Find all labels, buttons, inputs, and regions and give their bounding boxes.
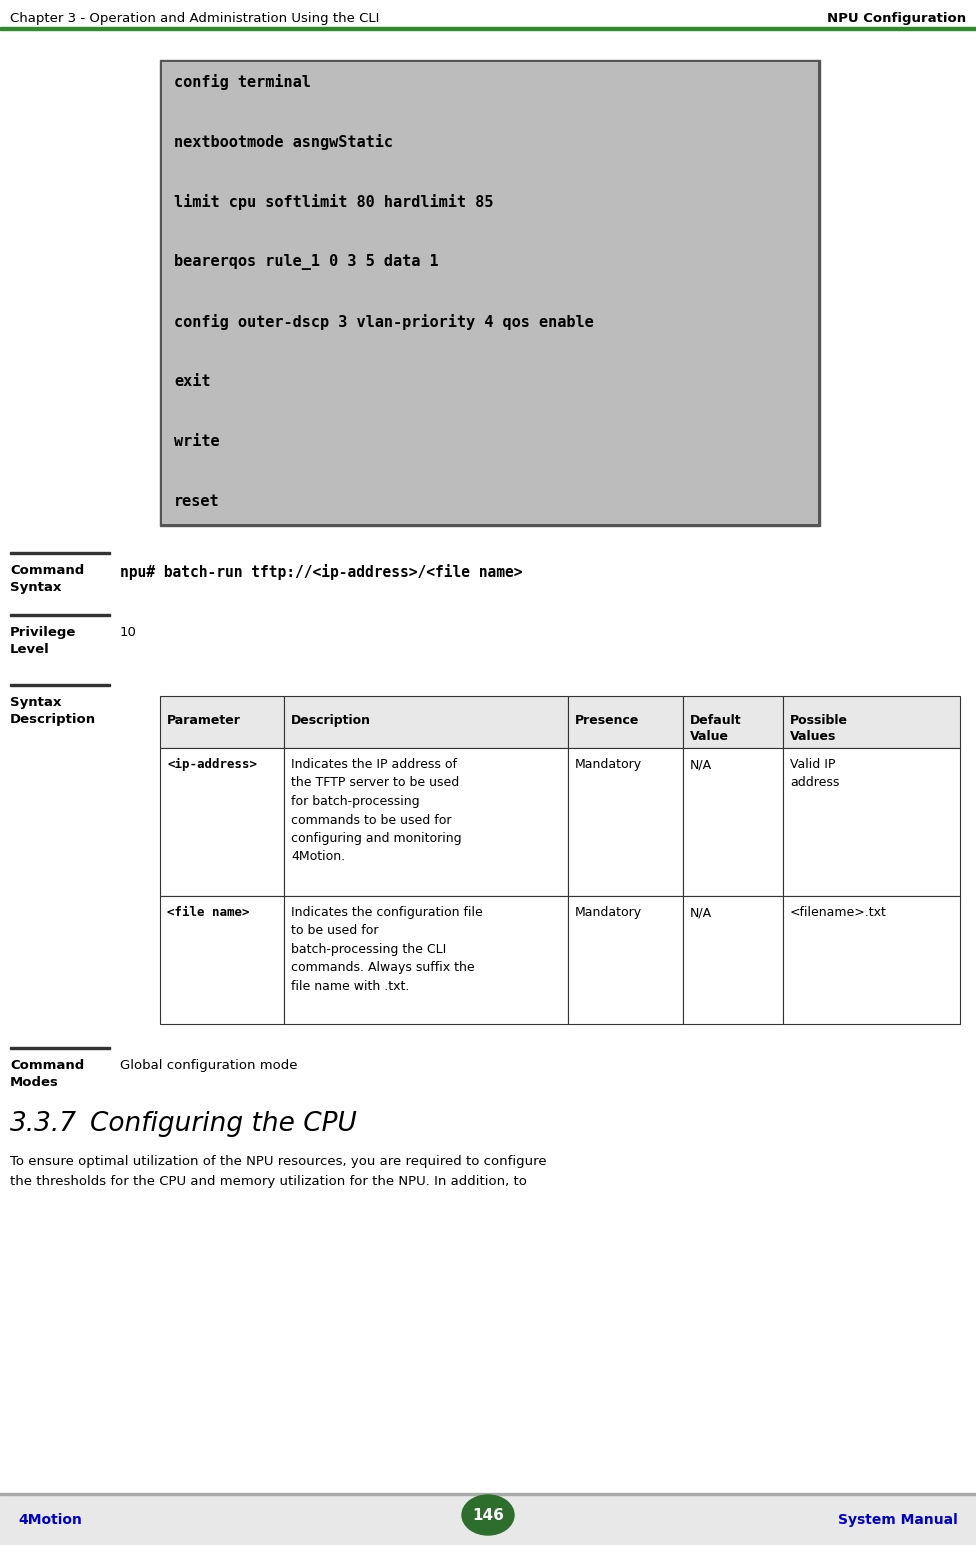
Bar: [783, 748, 960, 896]
Text: Syntax
Description: Syntax Description: [10, 695, 96, 726]
Text: Parameter: Parameter: [167, 714, 241, 728]
Bar: [683, 896, 783, 1024]
Text: limit cpu softlimit 80 hardlimit 85: limit cpu softlimit 80 hardlimit 85: [174, 195, 494, 210]
Text: Command
Syntax: Command Syntax: [10, 564, 84, 593]
Text: write: write: [174, 434, 220, 450]
Bar: [0, 1496, 976, 1545]
Bar: [783, 896, 960, 1024]
Bar: [284, 748, 568, 896]
Text: Global configuration mode: Global configuration mode: [120, 1058, 298, 1072]
Text: NPU Configuration: NPU Configuration: [827, 12, 966, 25]
Text: <ip-address>: <ip-address>: [167, 759, 257, 771]
Text: Configuring the CPU: Configuring the CPU: [90, 1111, 357, 1137]
Text: nextbootmode asngwStatic: nextbootmode asngwStatic: [174, 134, 393, 150]
Bar: [10, 613, 110, 616]
Text: To ensure optimal utilization of the NPU resources, you are required to configur: To ensure optimal utilization of the NPU…: [10, 1156, 547, 1168]
Text: reset: reset: [174, 494, 220, 508]
Text: <filename>.txt: <filename>.txt: [790, 905, 887, 919]
Text: Mandatory: Mandatory: [575, 759, 642, 771]
Bar: [10, 683, 110, 686]
Bar: [568, 896, 683, 1024]
Bar: [284, 695, 568, 748]
Bar: [160, 60, 820, 525]
Text: N/A: N/A: [690, 905, 712, 919]
Text: config outer-dscp 3 vlan-priority 4 qos enable: config outer-dscp 3 vlan-priority 4 qos …: [174, 314, 593, 331]
Bar: [160, 896, 284, 1024]
Text: N/A: N/A: [690, 759, 712, 771]
Text: Indicates the configuration file
to be used for
batch-processing the CLI
command: Indicates the configuration file to be u…: [291, 905, 483, 993]
Text: the thresholds for the CPU and memory utilization for the NPU. In addition, to: the thresholds for the CPU and memory ut…: [10, 1176, 527, 1188]
Text: Chapter 3 - Operation and Administration Using the CLI: Chapter 3 - Operation and Administration…: [10, 12, 380, 25]
Bar: [10, 552, 110, 555]
Ellipse shape: [462, 1496, 514, 1536]
Bar: [284, 896, 568, 1024]
Text: 4Motion: 4Motion: [18, 1513, 82, 1526]
Bar: [0, 26, 976, 29]
Text: Valid IP
address: Valid IP address: [790, 759, 839, 789]
Bar: [783, 695, 960, 748]
Bar: [568, 748, 683, 896]
Text: Possible
Values: Possible Values: [790, 714, 848, 743]
Text: config terminal: config terminal: [174, 74, 311, 90]
Text: Indicates the IP address of
the TFTP server to be used
for batch-processing
comm: Indicates the IP address of the TFTP ser…: [291, 759, 462, 864]
Text: Privilege
Level: Privilege Level: [10, 626, 76, 657]
Text: exit: exit: [174, 374, 211, 389]
Text: Mandatory: Mandatory: [575, 905, 642, 919]
Text: Command
Modes: Command Modes: [10, 1058, 84, 1089]
Text: Description: Description: [291, 714, 371, 728]
Bar: [568, 695, 683, 748]
Text: 146: 146: [472, 1508, 504, 1522]
Bar: [160, 748, 284, 896]
Text: bearerqos rule_1 0 3 5 data 1: bearerqos rule_1 0 3 5 data 1: [174, 253, 438, 270]
Text: 3.3.7: 3.3.7: [10, 1111, 77, 1137]
Bar: [683, 695, 783, 748]
Text: <file name>: <file name>: [167, 905, 250, 919]
Text: Default
Value: Default Value: [690, 714, 742, 743]
Bar: [162, 62, 818, 524]
Text: 10: 10: [120, 626, 137, 640]
Bar: [160, 695, 284, 748]
Bar: [10, 1046, 110, 1049]
Text: npu# batch-run tftp://<ip-address>/<file name>: npu# batch-run tftp://<ip-address>/<file…: [120, 564, 522, 579]
Bar: [0, 1492, 976, 1496]
Text: System Manual: System Manual: [838, 1513, 958, 1526]
Text: Presence: Presence: [575, 714, 639, 728]
Bar: [683, 748, 783, 896]
